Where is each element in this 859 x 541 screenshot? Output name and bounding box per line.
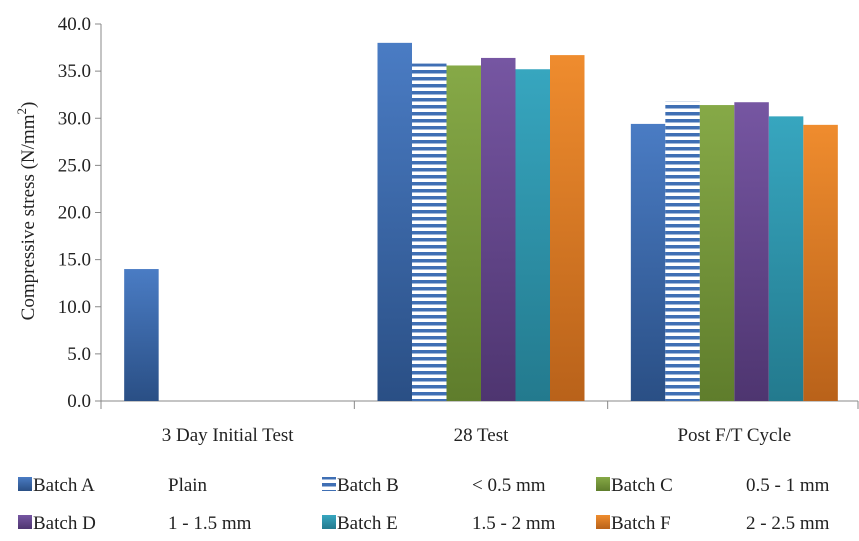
bar — [768, 116, 804, 402]
y-tick-label: 25.0 — [58, 155, 91, 176]
legend-swatch — [18, 515, 32, 529]
y-tick-label: 30.0 — [58, 108, 91, 129]
legend-series-name: Batch F — [611, 513, 671, 534]
y-tick-label: 20.0 — [58, 203, 91, 224]
bars — [124, 42, 838, 402]
legend-series-desc: Plain — [168, 475, 208, 496]
y-tick-label: 35.0 — [58, 61, 91, 82]
bar — [446, 65, 481, 401]
legend-series-desc: 2 - 2.5 mm — [746, 513, 830, 534]
legend-series-name: Batch C — [611, 475, 673, 496]
legend-series-name: Batch B — [337, 475, 399, 496]
bar — [665, 101, 700, 401]
category-label: 3 Day Initial Test — [162, 425, 295, 446]
legend-series-name: Batch E — [337, 513, 398, 534]
bar — [699, 105, 735, 402]
legend-swatch — [596, 477, 610, 491]
legend-series-desc: 1 - 1.5 mm — [168, 513, 252, 534]
legend-swatch — [322, 515, 336, 529]
bar — [630, 123, 666, 401]
legend-series-name: Batch D — [33, 513, 96, 534]
x-ticks — [100, 401, 859, 409]
legend-swatch — [322, 477, 336, 491]
bar — [550, 55, 585, 401]
y-tick-label: 5.0 — [67, 344, 91, 365]
legend-swatch — [596, 515, 610, 529]
bar — [377, 42, 412, 401]
legend-swatch — [18, 477, 32, 491]
y-tick-label: 10.0 — [58, 297, 91, 318]
category-label: Post F/T Cycle — [677, 425, 791, 446]
y-tick-label: 15.0 — [58, 250, 91, 271]
y-ticks: 0.0 5.0 10.0 15.0 20.0 25.0 30.0 35.0 40.0 — [58, 14, 101, 412]
y-tick-label: 40.0 — [58, 14, 91, 35]
y-axis-title: Compressive stress (N/mm2) — [14, 102, 39, 321]
bar — [412, 63, 447, 402]
bar — [124, 269, 159, 401]
category-labels: 3 Day Initial Test 28 Test Post F/T Cycle — [162, 425, 791, 446]
bar — [481, 57, 516, 402]
legend-series-desc: 0.5 - 1 mm — [746, 475, 830, 496]
bar — [803, 124, 838, 401]
bar — [515, 69, 550, 402]
legend-series-name: Batch A — [33, 475, 95, 496]
category-label: 28 Test — [454, 425, 510, 446]
legend: Batch A Plain Batch B < 0.5 mm Batch C 0.5 - … — [18, 475, 830, 534]
bar — [734, 102, 769, 401]
legend-series-desc: 1.5 - 2 mm — [472, 513, 556, 534]
legend-series-desc: < 0.5 mm — [472, 475, 546, 496]
y-tick-label: 0.0 — [67, 391, 91, 412]
